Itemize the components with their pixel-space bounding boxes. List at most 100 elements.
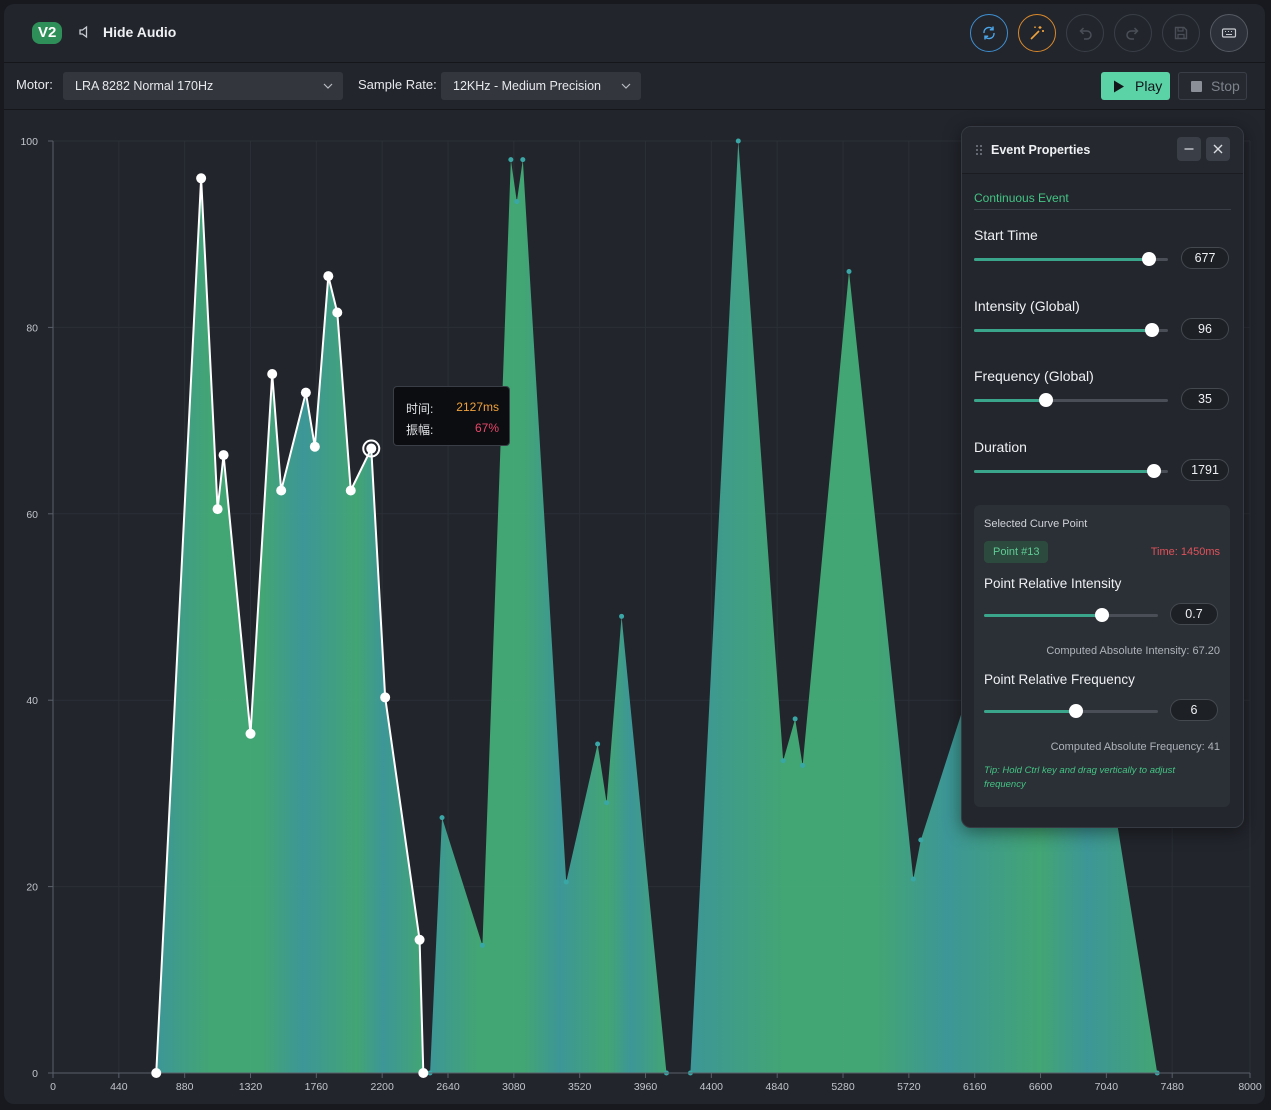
x-tick-label: 880 bbox=[176, 1081, 194, 1093]
event-point[interactable] bbox=[563, 879, 569, 885]
redo-icon bbox=[1126, 27, 1139, 40]
event-point[interactable] bbox=[735, 138, 741, 144]
x-tick-label: 2200 bbox=[370, 1081, 394, 1093]
slider-fill bbox=[974, 470, 1155, 473]
curve-point-handle[interactable] bbox=[276, 485, 287, 496]
slider-knob[interactable] bbox=[1069, 704, 1084, 718]
sample-rate-select-value: 12KHz - Medium Precision bbox=[453, 79, 601, 93]
event-point[interactable] bbox=[800, 762, 806, 768]
point-intensity-value[interactable]: 0.7 bbox=[1170, 603, 1218, 625]
event-point[interactable] bbox=[595, 741, 601, 747]
point-badge: Point #13 bbox=[984, 541, 1049, 563]
event-point[interactable] bbox=[520, 157, 526, 163]
keyboard-shortcuts-button[interactable] bbox=[1210, 14, 1248, 52]
x-tick-label: 3080 bbox=[502, 1081, 526, 1093]
selected-curve[interactable] bbox=[151, 173, 429, 1078]
curve-point-handle[interactable] bbox=[300, 387, 311, 398]
undo-button[interactable] bbox=[1066, 14, 1104, 52]
event-point[interactable] bbox=[792, 716, 798, 722]
close-button[interactable] bbox=[1206, 137, 1230, 161]
chevron-down-icon bbox=[323, 83, 333, 89]
refresh-button[interactable] bbox=[970, 14, 1008, 52]
keyboard-icon bbox=[1221, 28, 1237, 38]
curve-point-handle[interactable] bbox=[380, 692, 391, 703]
refresh-icon bbox=[983, 26, 995, 40]
curve-point-handle[interactable] bbox=[212, 504, 223, 515]
close-icon bbox=[1213, 144, 1223, 154]
stop-label: Stop bbox=[1211, 78, 1240, 94]
hovered-point-ring[interactable] bbox=[362, 439, 381, 458]
x-tick-label: 1760 bbox=[305, 1081, 329, 1093]
slider-knob[interactable] bbox=[1145, 323, 1160, 337]
point-frequency-slider[interactable] bbox=[984, 704, 1158, 718]
field-slider[interactable] bbox=[974, 323, 1168, 337]
curve-point-handle[interactable] bbox=[418, 1068, 429, 1078]
event-area-event-3 bbox=[690, 141, 1158, 1073]
event-point[interactable] bbox=[479, 942, 485, 948]
panel-title-bar[interactable]: Event Properties bbox=[962, 127, 1243, 174]
event-point[interactable] bbox=[514, 199, 520, 205]
play-label: Play bbox=[1135, 78, 1163, 94]
event-point[interactable] bbox=[604, 800, 610, 806]
field-value[interactable]: 35 bbox=[1181, 388, 1229, 410]
field-value[interactable]: 96 bbox=[1181, 318, 1229, 340]
curve-point-handle[interactable] bbox=[366, 443, 377, 454]
curve-point-handle[interactable] bbox=[245, 728, 256, 739]
field-slider[interactable] bbox=[974, 464, 1168, 478]
field-slider[interactable] bbox=[974, 252, 1168, 266]
y-tick-label: 60 bbox=[26, 509, 38, 521]
chart-areas bbox=[156, 138, 1160, 1076]
curve-point-handle[interactable] bbox=[414, 934, 425, 945]
event-point[interactable] bbox=[846, 268, 852, 274]
field-label: Duration bbox=[974, 439, 1027, 455]
hide-audio-toggle[interactable]: Hide Audio bbox=[103, 24, 177, 40]
point-intensity-slider[interactable] bbox=[984, 608, 1158, 622]
x-tick-label: 2640 bbox=[436, 1081, 460, 1093]
event-point[interactable] bbox=[439, 815, 445, 821]
curve-point-handle[interactable] bbox=[218, 450, 229, 461]
sample-rate-label: Sample Rate: bbox=[358, 77, 437, 92]
field-slider[interactable] bbox=[974, 393, 1168, 407]
speaker-icon[interactable] bbox=[78, 25, 92, 39]
curve-point-handle[interactable] bbox=[309, 441, 320, 452]
field-label: Intensity (Global) bbox=[974, 298, 1080, 314]
curve-point-handle[interactable] bbox=[151, 1068, 162, 1078]
curve-point-handle[interactable] bbox=[345, 485, 356, 496]
stop-button[interactable]: Stop bbox=[1178, 72, 1247, 100]
sample-rate-select[interactable]: 12KHz - Medium Precision bbox=[441, 72, 641, 100]
chevron-down-icon bbox=[621, 83, 631, 89]
event-point[interactable] bbox=[508, 157, 514, 163]
curve-point-handle[interactable] bbox=[332, 307, 343, 318]
curve-point-handle[interactable] bbox=[267, 369, 278, 379]
field-label: Start Time bbox=[974, 227, 1038, 243]
slider-knob[interactable] bbox=[1141, 252, 1156, 266]
redo-button[interactable] bbox=[1114, 14, 1152, 52]
field-value[interactable]: 1791 bbox=[1181, 459, 1229, 481]
play-button[interactable]: Play bbox=[1101, 72, 1170, 100]
field-value[interactable]: 677 bbox=[1181, 247, 1229, 269]
x-tick-label: 8000 bbox=[1238, 1081, 1262, 1093]
event-point[interactable] bbox=[918, 837, 924, 843]
save-button[interactable] bbox=[1162, 14, 1200, 52]
field-label: Frequency (Global) bbox=[974, 368, 1094, 384]
drag-handle-icon[interactable] bbox=[975, 144, 983, 156]
slider-fill bbox=[984, 614, 1103, 617]
event-point[interactable] bbox=[780, 758, 786, 764]
app-window: V2 Hide Audio bbox=[4, 4, 1265, 1104]
event-point[interactable] bbox=[619, 613, 625, 619]
point-frequency-value[interactable]: 6 bbox=[1170, 699, 1218, 721]
slider-fill bbox=[974, 258, 1149, 261]
curve-point-handle[interactable] bbox=[323, 271, 334, 282]
slider-knob[interactable] bbox=[1038, 393, 1053, 407]
selected-curve-line[interactable] bbox=[155, 178, 425, 1074]
motor-select[interactable]: LRA 8282 Normal 170Hz bbox=[63, 72, 343, 100]
event-point[interactable] bbox=[910, 876, 916, 882]
slider-knob[interactable] bbox=[1095, 608, 1110, 622]
event-properties-panel: Event Properties Continuous Event Start … bbox=[961, 126, 1244, 828]
minimize-button[interactable] bbox=[1177, 137, 1201, 161]
x-tick-label: 5280 bbox=[831, 1081, 855, 1093]
x-tick-label: 3520 bbox=[568, 1081, 592, 1093]
curve-point-handle[interactable] bbox=[196, 173, 207, 184]
slider-knob[interactable] bbox=[1147, 464, 1162, 478]
magic-wand-button[interactable] bbox=[1018, 14, 1056, 52]
